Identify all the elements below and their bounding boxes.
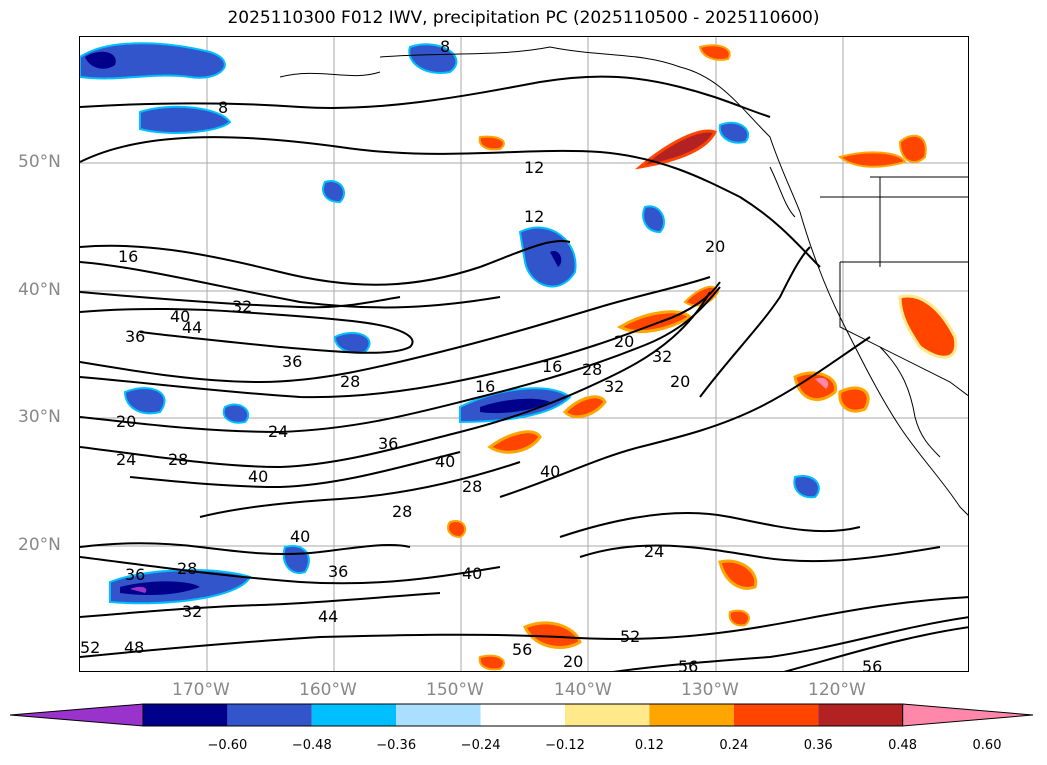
contour-label: 16 bbox=[118, 247, 138, 266]
colorbar-tick-label: 0.48 bbox=[888, 738, 918, 753]
lon-label-160w: 160°W bbox=[299, 680, 357, 700]
contour-label: 32 bbox=[182, 602, 202, 621]
contour-label: 32 bbox=[232, 297, 252, 316]
lat-label-50n: 50°N bbox=[18, 152, 61, 172]
contour-label: 28 bbox=[582, 360, 602, 379]
contour-label: 36 bbox=[125, 565, 145, 584]
map-title: 2025110300 F012 IWV, precipitation PC (2… bbox=[227, 8, 820, 28]
contour-label: 16 bbox=[542, 357, 562, 376]
lon-label-140w: 140°W bbox=[554, 680, 612, 700]
contour-label: 20 bbox=[705, 237, 725, 256]
contour-label: 28 bbox=[168, 450, 188, 469]
contour-label: 36 bbox=[328, 562, 348, 581]
colorbar-tick-label: −0.12 bbox=[545, 738, 585, 753]
iwv-contours bbox=[80, 75, 968, 671]
contour-label: 32 bbox=[604, 377, 624, 396]
colorbar-frame bbox=[142, 703, 904, 727]
map-canvas: 8 8 12 12 16 20 32 40 44 36 36 28 20 24 … bbox=[80, 37, 968, 672]
contour-label: 56 bbox=[678, 657, 698, 672]
contour-label: 44 bbox=[318, 607, 338, 626]
lat-label-20n: 20°N bbox=[18, 535, 61, 555]
colorbar-segment bbox=[565, 704, 650, 726]
contour-label: 36 bbox=[125, 327, 145, 346]
contour-label: 48 bbox=[124, 638, 144, 657]
contour-label: 12 bbox=[524, 158, 544, 177]
contour-label: 24 bbox=[268, 422, 288, 441]
contour-label: 28 bbox=[177, 559, 197, 578]
positive-precip-areas bbox=[447, 44, 958, 671]
colorbar-tick-label: 0.24 bbox=[719, 738, 749, 753]
colorbar-tick-label: 0.36 bbox=[803, 738, 833, 753]
contour-label: 28 bbox=[392, 502, 412, 521]
contour-label: 56 bbox=[862, 657, 882, 672]
colorbar-segment bbox=[818, 704, 903, 726]
colorbar-tick-label: 0.12 bbox=[634, 738, 664, 753]
colorbar-segment bbox=[311, 704, 397, 726]
contour-label: 8 bbox=[218, 98, 228, 117]
contour-label: 52 bbox=[620, 627, 640, 646]
contour-label: 56 bbox=[512, 640, 532, 659]
contour-label: 20 bbox=[116, 412, 136, 431]
contour-label: 40 bbox=[540, 462, 560, 481]
colorbar-tick-label: 0.60 bbox=[972, 738, 1002, 753]
contour-label: 40 bbox=[462, 564, 482, 583]
colorbar-segment bbox=[733, 704, 819, 726]
contour-label: 24 bbox=[644, 542, 664, 561]
contour-label: 20 bbox=[614, 332, 634, 351]
contour-label: 40 bbox=[290, 527, 310, 546]
contour-label: 20 bbox=[670, 372, 690, 391]
colorbar-segments bbox=[10, 703, 1034, 727]
lon-label-130w: 130°W bbox=[681, 680, 739, 700]
contour-label: 36 bbox=[282, 352, 302, 371]
contour-labels: 8 8 12 12 16 20 32 40 44 36 36 28 20 24 … bbox=[80, 37, 882, 672]
lat-label-40n: 40°N bbox=[18, 280, 61, 300]
contour-label: 32 bbox=[652, 347, 672, 366]
contour-label: 28 bbox=[462, 477, 482, 496]
colorbar-segment bbox=[227, 704, 312, 726]
contour-label: 40 bbox=[170, 307, 190, 326]
colorbar-segment bbox=[396, 704, 481, 726]
colorbar-tick-label: −0.60 bbox=[207, 738, 248, 753]
colorbar bbox=[10, 703, 1034, 727]
colorbar-tick-label: −0.24 bbox=[460, 738, 501, 753]
lat-label-30n: 30°N bbox=[18, 407, 61, 427]
lon-label-150w: 150°W bbox=[426, 680, 484, 700]
contour-label: 40 bbox=[248, 467, 268, 486]
negative-precip-areas bbox=[80, 42, 820, 605]
contour-label: 24 bbox=[116, 450, 136, 469]
colorbar-tick-label: −0.48 bbox=[291, 738, 332, 753]
lon-label-120w: 120°W bbox=[808, 680, 866, 700]
contour-label: 12 bbox=[524, 207, 544, 226]
lon-label-170w: 170°W bbox=[172, 680, 230, 700]
coastlines bbox=[279, 46, 968, 516]
contour-label: 8 bbox=[440, 37, 450, 56]
contour-label: 36 bbox=[378, 434, 398, 453]
contour-label: 28 bbox=[340, 372, 360, 391]
colorbar-extend-low bbox=[10, 703, 144, 727]
colorbar-segment bbox=[143, 704, 228, 726]
contour-label: 52 bbox=[80, 638, 100, 657]
contour-label: 40 bbox=[435, 452, 455, 471]
colorbar-segment bbox=[480, 704, 565, 726]
contour-label: 44 bbox=[182, 318, 202, 337]
colorbar-tick-label: −0.36 bbox=[376, 738, 417, 753]
contour-label: 20 bbox=[563, 652, 583, 671]
contour-label: 16 bbox=[475, 377, 495, 396]
colorbar-segment bbox=[649, 704, 734, 726]
map-panel[interactable]: 8 8 12 12 16 20 32 40 44 36 36 28 20 24 … bbox=[79, 36, 969, 672]
colorbar-extend-high bbox=[902, 703, 1034, 727]
